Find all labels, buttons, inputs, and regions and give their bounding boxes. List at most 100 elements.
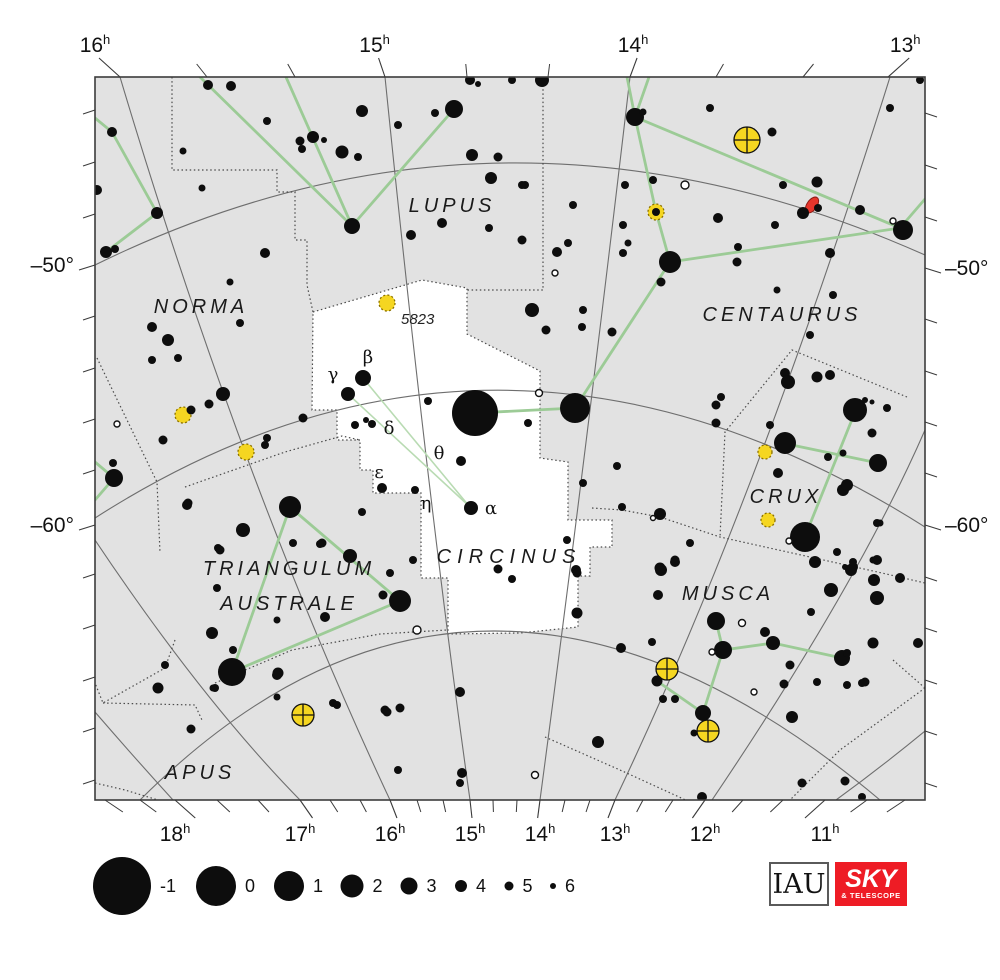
star bbox=[151, 207, 163, 219]
star bbox=[659, 251, 681, 273]
star bbox=[351, 421, 359, 429]
star bbox=[779, 679, 789, 689]
star bbox=[813, 678, 821, 686]
constellation-boundary-5 bbox=[789, 687, 925, 800]
star bbox=[343, 549, 357, 563]
star bbox=[842, 564, 848, 570]
star bbox=[849, 558, 857, 566]
globular-cluster-symbol bbox=[733, 126, 761, 154]
constellation-label-centaurus: CENTAURUS bbox=[703, 304, 862, 326]
star bbox=[833, 548, 841, 556]
constellation-label-triangulum: TRIANGULUM bbox=[203, 558, 375, 580]
right-axis-minor-tick bbox=[924, 576, 938, 582]
constellation-boundary-4 bbox=[892, 659, 925, 689]
star bbox=[690, 729, 698, 737]
right-axis-label: –60° bbox=[945, 514, 988, 537]
star bbox=[858, 793, 866, 800]
ring-star bbox=[708, 648, 716, 656]
left-axis-minor-tick bbox=[82, 469, 96, 475]
star bbox=[670, 555, 680, 565]
star bbox=[186, 724, 196, 734]
star bbox=[186, 405, 196, 415]
star bbox=[174, 354, 182, 362]
constellation-label-musca: MUSCA bbox=[682, 583, 774, 605]
star bbox=[659, 695, 667, 703]
star bbox=[395, 703, 405, 713]
star bbox=[466, 149, 478, 161]
right-axis-label: –50° bbox=[945, 257, 988, 280]
star bbox=[766, 636, 780, 650]
top-axis-label: 14h bbox=[618, 32, 649, 57]
top-axis-label: 13h bbox=[890, 32, 921, 57]
star bbox=[100, 246, 112, 258]
left-axis-minor-tick bbox=[82, 418, 96, 424]
star bbox=[363, 417, 369, 423]
right-axis-minor-tick bbox=[924, 216, 938, 222]
right-axis-major-tick bbox=[924, 524, 942, 531]
left-axis-minor-tick bbox=[82, 213, 96, 219]
star bbox=[654, 562, 666, 574]
left-axis-minor-tick bbox=[82, 109, 96, 115]
constellation-boundary-9 bbox=[95, 639, 176, 704]
star bbox=[508, 575, 516, 583]
top-axis-label: 16h bbox=[80, 32, 111, 57]
star bbox=[809, 556, 821, 568]
ra-18h-gridline bbox=[95, 711, 174, 800]
star bbox=[409, 556, 417, 564]
star bbox=[860, 677, 870, 687]
bottom-axis-major-tick bbox=[537, 799, 541, 819]
ra-12h-gridline bbox=[711, 429, 925, 800]
bottom-axis-minor-tick bbox=[104, 799, 124, 813]
star bbox=[215, 545, 225, 555]
star bbox=[307, 131, 319, 143]
star bbox=[406, 230, 416, 240]
star bbox=[569, 201, 577, 209]
legend-magnitude-label: 1 bbox=[313, 876, 323, 896]
legend-magnitude-label: 2 bbox=[373, 876, 383, 896]
top-axis-major-tick bbox=[629, 57, 638, 78]
ring-star bbox=[649, 514, 657, 522]
open-cluster-symbol bbox=[757, 444, 773, 460]
star bbox=[711, 418, 721, 428]
star bbox=[377, 483, 387, 493]
bottom-axis-label: 17h bbox=[285, 821, 316, 846]
star bbox=[263, 117, 271, 125]
star bbox=[824, 453, 832, 461]
star bbox=[774, 432, 796, 454]
star bbox=[273, 693, 281, 701]
dec-minus-70-gridline bbox=[139, 630, 881, 800]
circinus-figure-line bbox=[347, 393, 470, 507]
star bbox=[411, 486, 419, 494]
dec-minus-60-gridline bbox=[95, 389, 925, 528]
star bbox=[298, 145, 306, 153]
star bbox=[218, 658, 246, 686]
star bbox=[713, 213, 723, 223]
left-axis-label: –60° bbox=[31, 514, 74, 537]
centaurus-figure-line bbox=[668, 226, 902, 264]
star bbox=[541, 325, 551, 335]
constellation-boundary-8 bbox=[96, 357, 161, 554]
legend-magnitude-circle bbox=[504, 881, 514, 891]
left-axis-major-tick bbox=[78, 524, 96, 531]
star bbox=[579, 479, 587, 487]
star bbox=[841, 479, 853, 491]
star bbox=[485, 172, 497, 184]
star bbox=[273, 616, 281, 624]
star bbox=[797, 778, 807, 788]
star bbox=[386, 569, 394, 577]
star bbox=[493, 564, 503, 574]
star bbox=[457, 768, 467, 778]
legend-magnitude-label: 6 bbox=[565, 876, 575, 896]
bottom-axis-minor-tick bbox=[442, 799, 447, 813]
constellation-boundary-11 bbox=[95, 782, 159, 800]
ring-star bbox=[889, 217, 897, 225]
ring-star bbox=[750, 688, 758, 696]
star bbox=[525, 303, 539, 317]
legend-magnitude-label: 5 bbox=[523, 876, 533, 896]
bottom-axis-minor-tick bbox=[416, 799, 422, 813]
legend-magnitude-circle bbox=[455, 880, 467, 892]
star bbox=[654, 508, 666, 520]
star bbox=[855, 205, 865, 215]
star bbox=[867, 428, 877, 438]
